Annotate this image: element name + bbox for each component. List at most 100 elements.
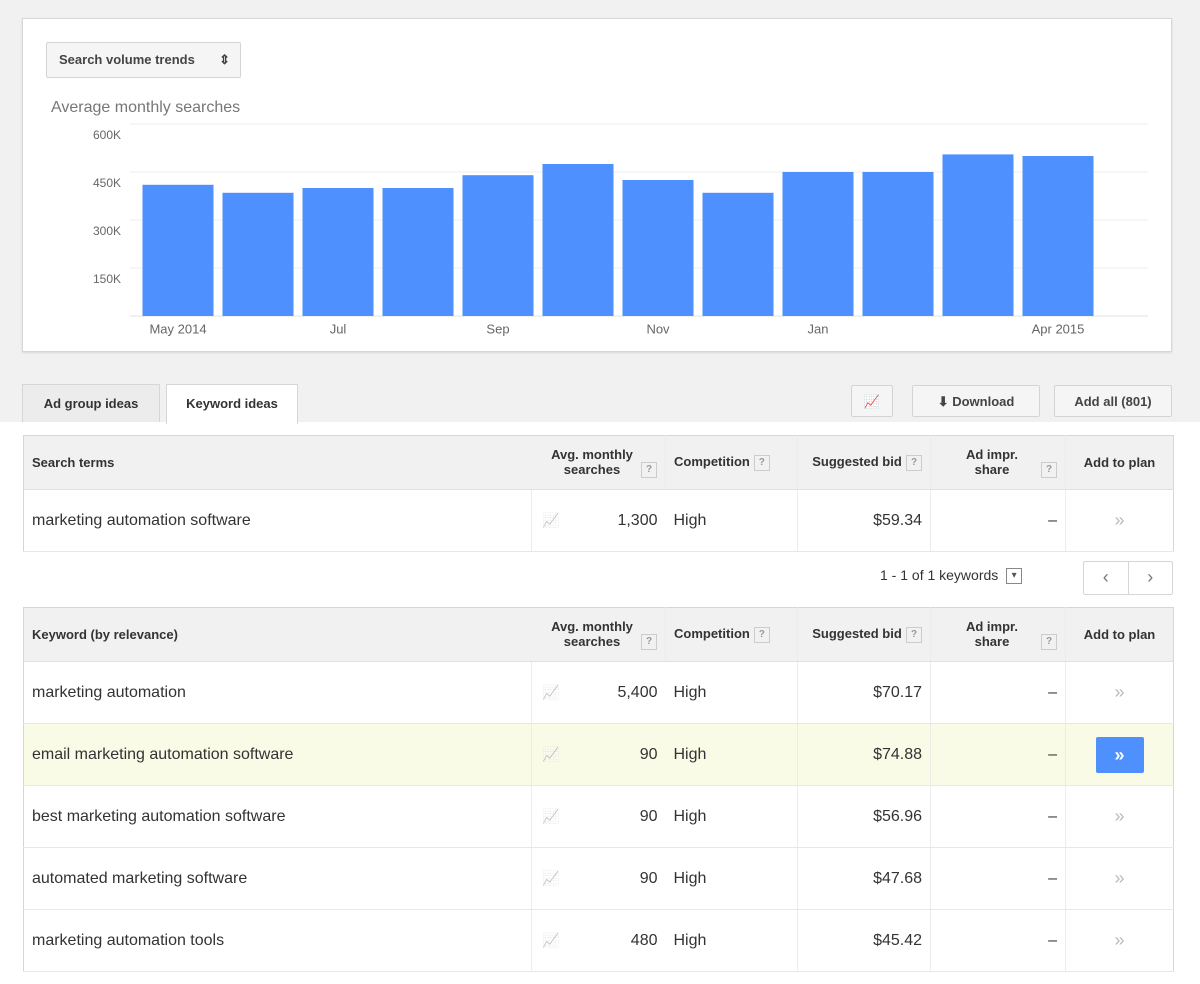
y-tick-label: 300K xyxy=(93,224,121,238)
dropdown-label: Search volume trends xyxy=(59,52,195,67)
help-icon[interactable]: ? xyxy=(641,462,657,479)
bid-cell: $56.96 xyxy=(797,785,931,848)
column-header: Add to plan xyxy=(1065,607,1174,662)
bar xyxy=(942,154,1014,316)
column-header: Suggested bid? xyxy=(797,607,931,662)
chart: Average monthly searches 150K 300K 450K 600… xyxy=(51,99,1148,336)
bar xyxy=(622,180,694,316)
x-tick-label: Jul xyxy=(330,321,347,336)
header-label: Add to plan xyxy=(1083,627,1156,642)
competition-cell: High xyxy=(665,661,798,724)
trend-icon[interactable]: 📈 xyxy=(531,909,570,972)
next-button[interactable]: › xyxy=(1127,562,1173,594)
header-label: Suggested bid xyxy=(812,454,902,470)
x-tick-label: Nov xyxy=(646,321,670,336)
help-icon[interactable]: ? xyxy=(641,634,657,651)
searches-cell: 90 xyxy=(569,847,666,910)
prev-button[interactable]: ‹ xyxy=(1102,567,1109,587)
add-button[interactable]: » xyxy=(1114,930,1125,950)
trend-icon[interactable]: 📈 xyxy=(531,847,570,910)
help-icon[interactable]: ? xyxy=(906,454,922,471)
bar xyxy=(382,188,454,316)
header-label: Competition xyxy=(674,454,750,470)
add-button[interactable]: » xyxy=(1114,510,1125,530)
trend-icon[interactable]: 📈 xyxy=(531,785,570,848)
pagination-menu[interactable]: ▾ xyxy=(1006,568,1023,585)
column-header: Suggested bid? xyxy=(797,435,931,490)
trend-icon[interactable]: 📈 xyxy=(531,489,570,552)
bar xyxy=(702,192,774,316)
bid-cell: $47.68 xyxy=(797,847,931,910)
help-icon[interactable]: ? xyxy=(753,626,770,643)
bid-cell: $59.34 xyxy=(797,489,931,552)
share-cell: – xyxy=(930,723,1066,786)
competition-cell: High xyxy=(665,489,798,552)
keyword-cell: marketing automation software xyxy=(23,489,532,552)
help-icon[interactable]: ? xyxy=(906,626,922,643)
bar xyxy=(1022,156,1094,316)
add-button[interactable]: » xyxy=(1114,806,1125,826)
add-button[interactable]: » xyxy=(1114,682,1125,702)
help-icon[interactable]: ? xyxy=(753,454,770,471)
search-terms-table: Search terms Avg. monthly searches? Compet… xyxy=(23,435,1174,552)
column-header: Ad impr. share? xyxy=(930,435,1066,490)
add-to-plan-cell: » xyxy=(1065,489,1174,552)
bar xyxy=(862,172,934,316)
share-cell: – xyxy=(930,785,1066,848)
x-tick-label: Apr 2015 xyxy=(1032,321,1085,336)
header-label: Keyword (by relevance) xyxy=(32,627,178,642)
bar xyxy=(222,192,294,316)
table-row: marketing automation software 📈 1,300 High $… xyxy=(23,489,1174,552)
column-header: Competition? xyxy=(665,435,798,490)
column-header: Add to plan xyxy=(1065,435,1174,490)
searches-cell: 1,300 xyxy=(569,489,666,552)
header-row: Keyword (by relevance) Avg. monthly searc… xyxy=(23,607,1174,662)
competition-cell: High xyxy=(665,847,798,910)
help-icon[interactable]: ? xyxy=(1041,634,1057,651)
add-button[interactable]: » xyxy=(1095,736,1144,773)
searches-cell: 90 xyxy=(569,723,666,786)
bar xyxy=(462,175,534,316)
table-row: marketing automation tools 📈 480 High $45.42… xyxy=(23,909,1174,972)
table-row: email marketing automation software 📈 90 Hi… xyxy=(23,723,1174,786)
add-to-plan-cell: » xyxy=(1065,847,1174,910)
x-tick-label: Sep xyxy=(486,321,509,336)
y-tick-label: 150K xyxy=(93,272,121,286)
add-button[interactable]: » xyxy=(1114,868,1125,888)
bid-cell: $74.88 xyxy=(797,723,931,786)
header-label: Avg. monthly searches xyxy=(551,446,633,477)
table-row: marketing automation 📈 5,400 High $70.17– » xyxy=(23,661,1174,724)
chart-toggle-button[interactable]: 📈 xyxy=(851,385,893,417)
pagination: 1 - 1 of 1 keywords ▾ xyxy=(880,567,1023,585)
y-tick-label: 450K xyxy=(93,176,121,190)
dropdown[interactable]: Search volume trends ⇕ xyxy=(46,42,241,78)
bid-cell: $70.17 xyxy=(797,661,931,724)
tab-active[interactable]: Keyword ideas xyxy=(166,384,298,424)
table-row: automated marketing software 📈 90 High $47.6… xyxy=(23,847,1174,910)
share-cell: – xyxy=(930,909,1066,972)
chart-title: Average monthly searches xyxy=(51,99,240,116)
bar xyxy=(542,164,614,316)
competition-cell: High xyxy=(665,909,798,972)
tab[interactable]: Ad group ideas xyxy=(22,384,160,422)
trend-icon[interactable]: 📈 xyxy=(531,661,570,724)
keyword-cell: marketing automation tools xyxy=(23,909,532,972)
header-row: Search terms Avg. monthly searches? Compet… xyxy=(23,435,1174,490)
keyword-cell: marketing automation xyxy=(23,661,532,724)
bar xyxy=(142,184,214,316)
competition-cell: High xyxy=(665,785,798,848)
bar xyxy=(302,188,374,316)
add-all-button[interactable]: Add all (801) xyxy=(1054,385,1172,417)
keyword-cell: automated marketing software xyxy=(23,847,532,910)
add-to-plan-cell: » xyxy=(1065,785,1174,848)
header-label: Suggested bid xyxy=(812,626,902,642)
download-button[interactable]: ⬇ Download xyxy=(912,385,1040,417)
add-to-plan-cell: » xyxy=(1065,661,1174,724)
share-cell: – xyxy=(930,661,1066,724)
keyword-cell: email marketing automation software xyxy=(23,723,532,786)
trend-icon[interactable]: 📈 xyxy=(531,723,570,786)
x-tick-label: May 2014 xyxy=(149,321,206,336)
help-icon[interactable]: ? xyxy=(1041,462,1057,479)
column-header: Avg. monthly searches? xyxy=(531,435,666,490)
